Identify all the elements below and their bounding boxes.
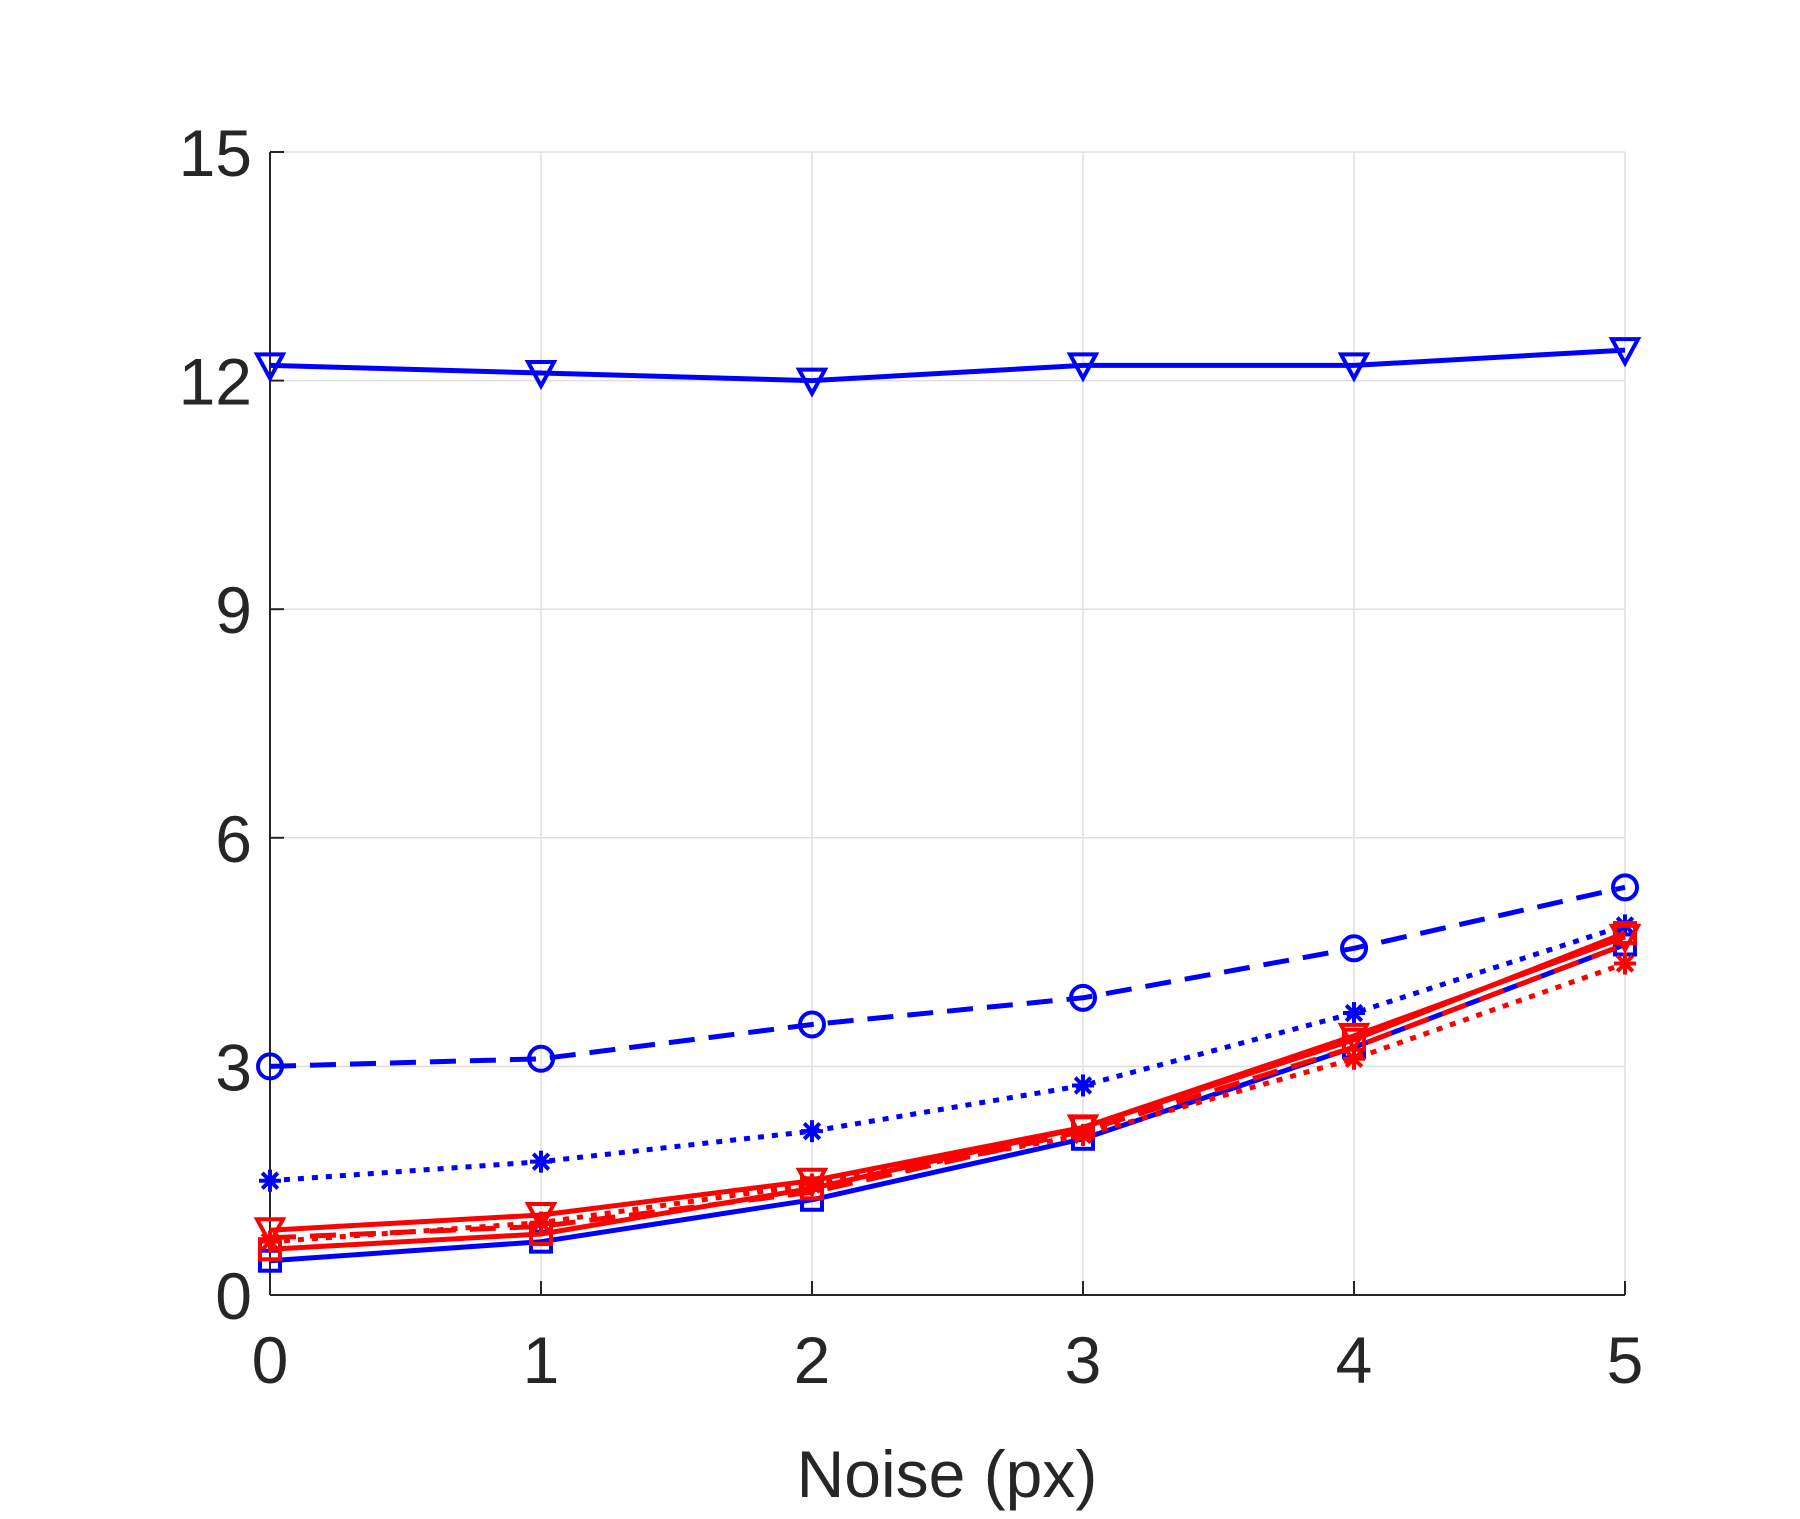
x-tick-label: 0 <box>252 1323 289 1397</box>
star-marker <box>259 1230 281 1253</box>
triangle-down-marker <box>1608 923 1642 955</box>
circle-marker <box>1069 983 1097 1012</box>
x-tick-label: 3 <box>1065 1323 1102 1397</box>
axes <box>269 151 1626 1296</box>
series-group <box>253 337 1642 1273</box>
circle-marker <box>256 1052 284 1081</box>
star-marker <box>259 1169 281 1192</box>
series-blue-star-dotted <box>259 914 1636 1192</box>
star-marker-stroke <box>1344 1049 1364 1068</box>
star-marker-stroke <box>1344 1003 1364 1023</box>
circle-marker <box>1611 873 1639 902</box>
star-marker <box>1343 1002 1365 1025</box>
star-marker <box>1072 1074 1094 1097</box>
series-line <box>269 961 1626 1245</box>
x-tick-label: 1 <box>523 1323 560 1397</box>
star-marker-stroke <box>260 1232 280 1251</box>
series-blue-circle-dashed <box>256 873 1639 1081</box>
y-tick-label: 15 <box>179 116 252 190</box>
star-marker-stroke <box>531 1152 551 1171</box>
star-marker <box>1614 952 1636 975</box>
y-tick-label: 12 <box>179 345 252 419</box>
triangle-down-marker <box>795 1167 829 1198</box>
star-marker-stroke <box>1615 954 1635 973</box>
x-axis-label: Noise (px) <box>797 1437 1098 1511</box>
plot-area <box>270 152 1625 1295</box>
series-red-star-dotted <box>259 952 1636 1253</box>
circle-marker <box>798 1010 826 1039</box>
triangle-down-marker <box>1337 1022 1371 1054</box>
series-red-dashed <box>269 942 1626 1241</box>
triangle-down-marker <box>253 352 287 383</box>
x-tick-label: 5 <box>1607 1323 1644 1397</box>
y-tick-label: 0 <box>215 1259 252 1333</box>
y-tick-label: 6 <box>215 802 252 876</box>
triangle-down-marker <box>795 367 829 398</box>
circle-marker <box>1340 934 1368 963</box>
triangle-down-marker <box>524 359 558 391</box>
star-marker-stroke <box>531 1213 551 1232</box>
star-marker <box>530 1150 552 1173</box>
x-tick-label: 4 <box>1336 1323 1373 1397</box>
y-tick-label: 9 <box>215 573 252 647</box>
star-marker-stroke <box>1073 1076 1093 1095</box>
triangle-down-marker <box>1066 352 1100 383</box>
star-marker <box>530 1211 552 1234</box>
series-line <box>269 347 1626 384</box>
y-tick-label: 3 <box>215 1030 252 1104</box>
triangle-down-marker <box>1608 337 1642 368</box>
star-marker <box>801 1173 823 1196</box>
series-line <box>269 942 1626 1264</box>
circle-marker <box>527 1044 555 1073</box>
star-marker-stroke <box>1073 1125 1093 1145</box>
series-blue-triangle-down-solid <box>253 337 1642 398</box>
triangle-down-marker <box>253 1217 287 1248</box>
series-line <box>269 923 1626 1184</box>
series-line <box>269 942 1626 1241</box>
star-marker-stroke <box>260 1171 280 1190</box>
star-marker-stroke <box>802 1121 822 1141</box>
series-line <box>269 934 1626 1233</box>
star-marker-stroke <box>802 1175 822 1194</box>
series-line <box>269 884 1626 1069</box>
star-marker <box>1072 1123 1094 1146</box>
star-marker <box>1343 1047 1365 1070</box>
x-tick-label: 2 <box>794 1323 831 1397</box>
star-marker <box>801 1120 823 1143</box>
triangle-down-marker <box>1337 352 1371 383</box>
